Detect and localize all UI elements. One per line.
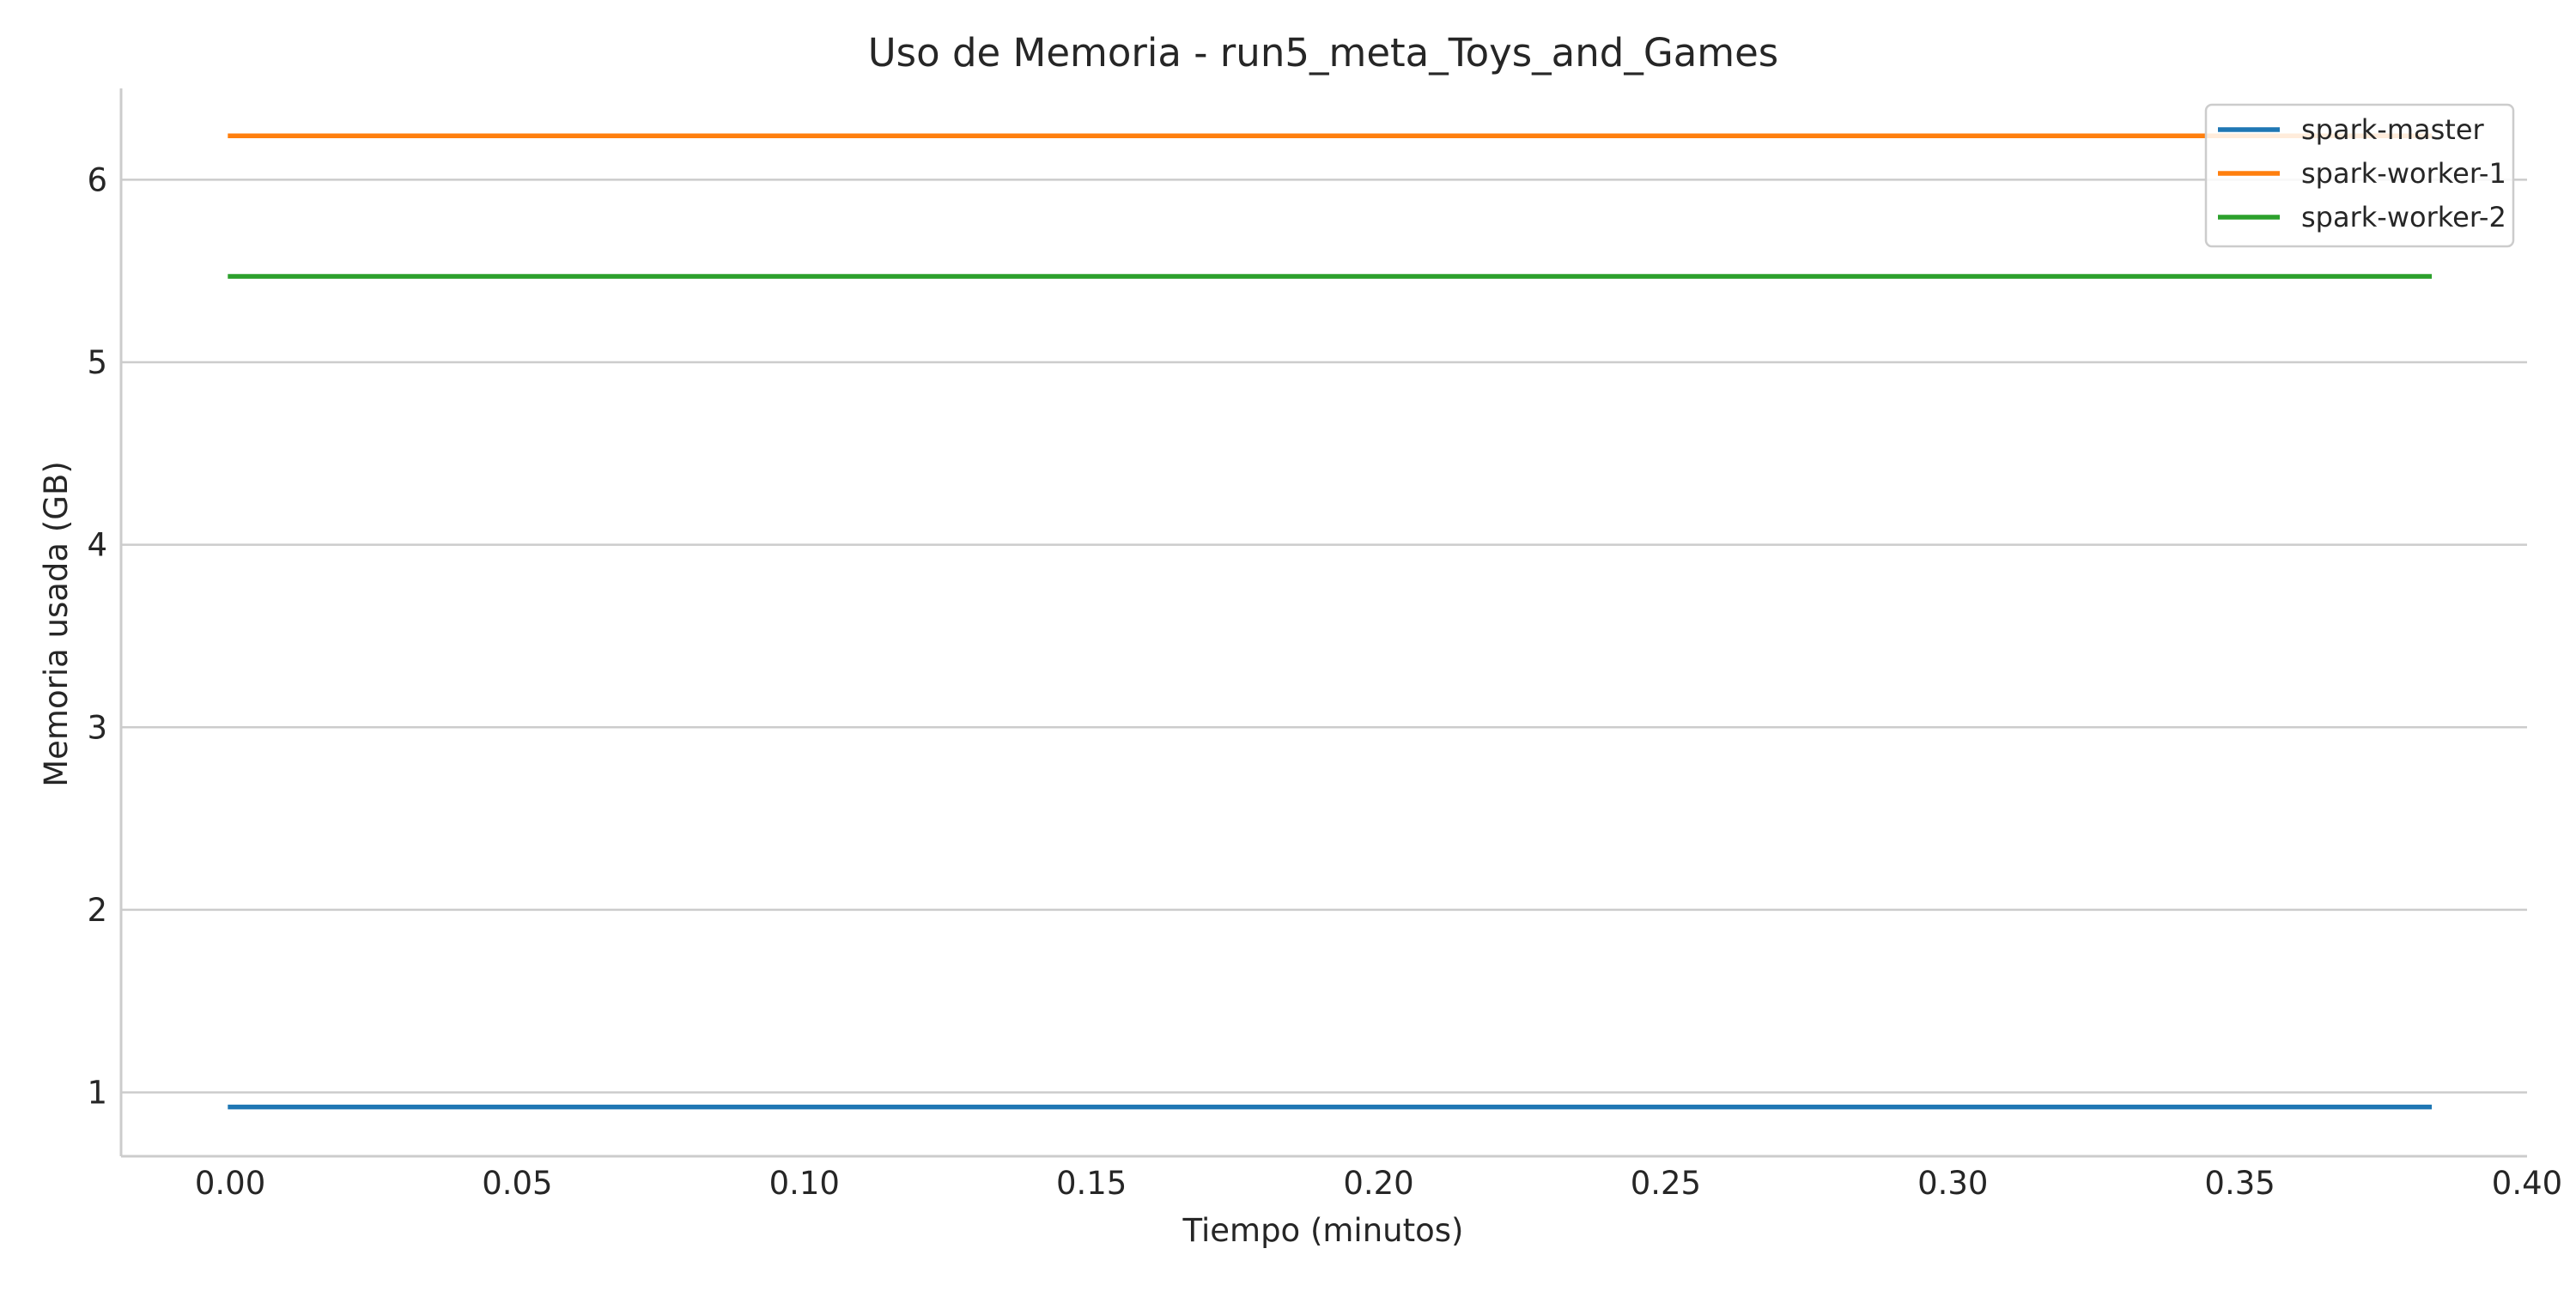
x-tick-label: 0.00	[195, 1165, 265, 1202]
y-tick-label: 1	[87, 1075, 107, 1112]
y-axis-label: Memoria usada (GB)	[38, 461, 75, 787]
x-tick-label: 0.20	[1343, 1165, 1413, 1202]
x-tick-label: 0.05	[482, 1165, 552, 1202]
y-tick-label: 6	[87, 161, 107, 198]
x-tick-label: 0.30	[1917, 1165, 1988, 1202]
x-tick-label: 0.40	[2492, 1165, 2562, 1202]
grid-layer	[121, 179, 2527, 1094]
x-tick-label: 0.25	[1631, 1165, 1701, 1202]
legend-box	[2204, 103, 2515, 248]
legend-label: spark-worker-2	[2301, 201, 2506, 233]
x-tick-label: 0.35	[2204, 1165, 2275, 1202]
legend-label: spark-worker-1	[2301, 157, 2506, 190]
x-axis-label: Tiempo (minutos)	[1182, 1212, 1464, 1249]
series-layer	[228, 133, 2433, 1110]
y-tick-label: 4	[87, 527, 107, 564]
ticks-layer: 1 2 3 4 5 6 0.00 0.05 0.10 0.15 0.20 0.25 0.30 0.35 0.…	[87, 161, 2562, 1202]
axes-layer	[119, 88, 2527, 1158]
x-tick-label: 0.10	[769, 1165, 840, 1202]
x-tick-label: 0.15	[1056, 1165, 1127, 1202]
legend: spark-master spark-worker-1 spark-worker-2	[2204, 103, 2515, 248]
legend-label: spark-master	[2301, 113, 2485, 146]
chart-title: Uso de Memoria - run5_meta_Toys_and_Game…	[868, 30, 1779, 76]
y-tick-label: 3	[87, 709, 107, 746]
y-tick-label: 2	[87, 892, 107, 929]
y-tick-label: 5	[87, 344, 107, 381]
